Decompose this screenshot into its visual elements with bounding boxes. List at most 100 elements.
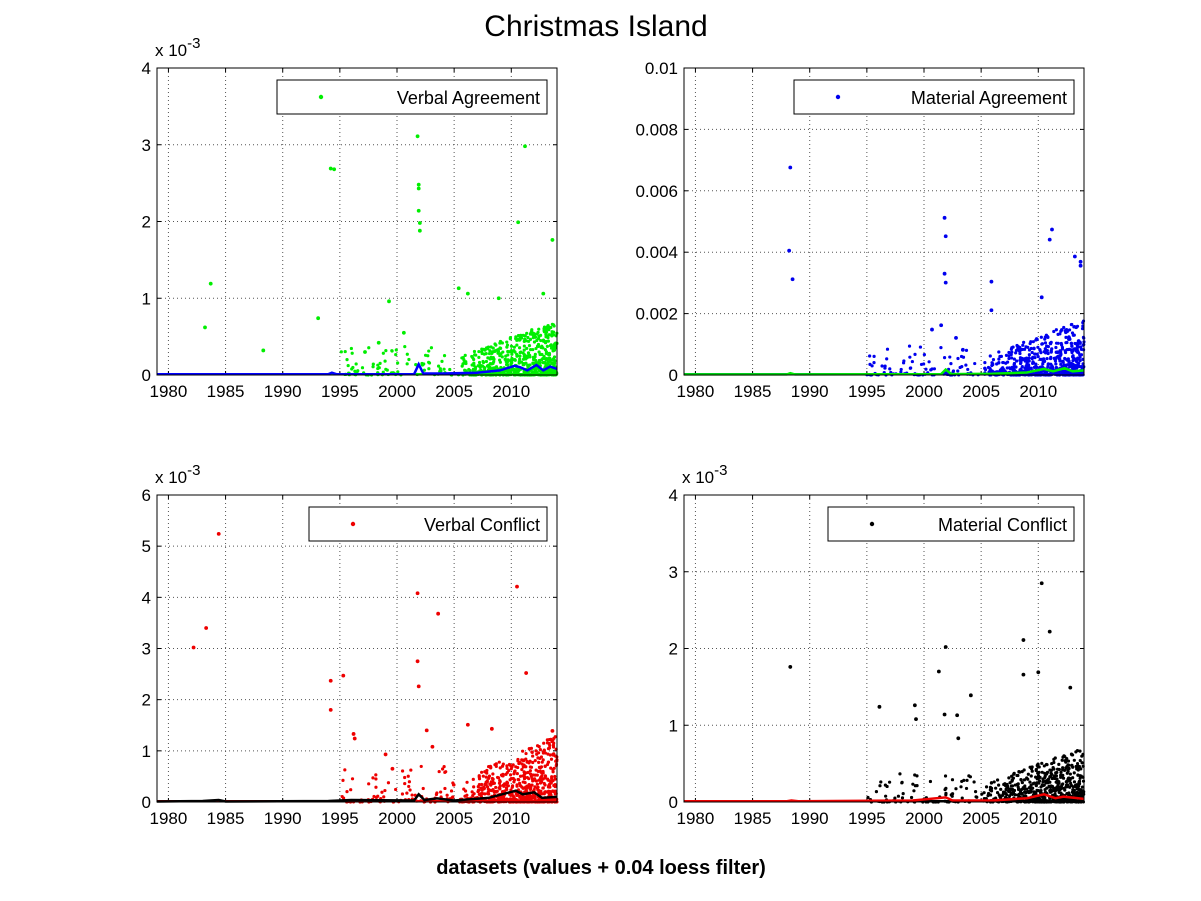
data-point <box>491 772 495 776</box>
data-point <box>1033 352 1037 356</box>
data-point <box>424 728 429 733</box>
data-point <box>509 767 513 771</box>
x-tick-label: 2005 <box>962 809 1000 828</box>
data-point <box>427 349 431 353</box>
data-point <box>914 717 918 722</box>
data-point <box>1030 769 1034 773</box>
data-point <box>1007 776 1011 780</box>
data-point <box>1040 783 1044 787</box>
data-point <box>505 340 509 344</box>
data-point <box>1040 770 1044 774</box>
data-point <box>989 279 994 284</box>
data-point <box>1067 347 1072 352</box>
data-point <box>489 726 494 731</box>
data-point <box>928 779 933 784</box>
data-point <box>416 208 421 213</box>
data-point <box>524 771 528 775</box>
data-point <box>1073 783 1077 788</box>
data-point <box>995 778 1000 782</box>
data-point <box>484 780 488 784</box>
data-point <box>872 354 876 358</box>
data-point <box>547 351 552 356</box>
data-point <box>942 215 947 220</box>
data-point <box>942 271 947 276</box>
legend-marker <box>318 94 324 100</box>
data-point <box>498 779 502 784</box>
data-point <box>484 352 488 356</box>
data-point <box>1040 342 1044 346</box>
data-point <box>476 785 480 789</box>
data-point <box>912 789 916 793</box>
data-point <box>1060 783 1064 787</box>
data-point <box>350 777 355 781</box>
data-point <box>1049 788 1053 792</box>
x-tick-label: 1985 <box>207 809 245 828</box>
data-point <box>1054 341 1059 345</box>
data-point <box>434 792 438 797</box>
data-point <box>956 736 961 741</box>
data-point <box>505 780 509 784</box>
data-point <box>553 359 557 364</box>
data-point <box>1036 765 1040 769</box>
data-point <box>1042 359 1046 363</box>
data-point <box>1009 788 1013 792</box>
data-point <box>384 349 388 353</box>
data-point <box>1001 792 1005 796</box>
y-tick-label: 0.002 <box>635 305 678 324</box>
data-point <box>515 783 519 787</box>
data-point <box>515 772 519 776</box>
x-tick-label: 2010 <box>1019 809 1057 828</box>
data-point <box>482 786 486 790</box>
data-point <box>1026 772 1030 776</box>
data-point <box>509 348 513 353</box>
data-point <box>1067 766 1071 771</box>
data-point <box>918 345 923 349</box>
data-point <box>1035 352 1039 356</box>
data-point <box>1023 787 1027 791</box>
data-point <box>523 337 527 341</box>
data-point <box>1077 339 1081 343</box>
data-point <box>528 795 532 799</box>
data-point <box>989 781 994 785</box>
data-point <box>1054 328 1058 332</box>
data-point <box>495 789 499 793</box>
data-point <box>367 782 371 786</box>
data-point <box>913 784 917 788</box>
data-point <box>1074 358 1078 363</box>
data-point <box>1022 347 1027 351</box>
data-point <box>1005 366 1009 370</box>
data-point <box>532 340 537 344</box>
data-point <box>489 788 494 793</box>
data-point <box>930 327 934 332</box>
data-point <box>551 752 555 756</box>
data-point <box>962 778 966 783</box>
data-point <box>1078 758 1082 763</box>
data-point <box>1001 360 1005 365</box>
data-point <box>788 665 793 669</box>
x-tick-label: 1995 <box>321 382 359 401</box>
data-point <box>526 339 531 343</box>
data-point <box>1022 340 1026 344</box>
data-point <box>460 356 464 360</box>
data-point <box>531 333 535 337</box>
data-point <box>416 182 421 187</box>
data-point <box>910 359 914 364</box>
data-point <box>484 775 488 779</box>
data-point <box>526 363 530 368</box>
data-point <box>532 788 536 792</box>
data-point <box>529 774 533 778</box>
data-point <box>510 352 514 356</box>
data-point <box>437 769 441 774</box>
y-tick-label: 0.004 <box>635 243 678 262</box>
data-point <box>405 352 409 356</box>
data-point <box>988 785 993 789</box>
data-point <box>893 796 897 800</box>
data-point <box>1066 335 1071 340</box>
data-point <box>1054 786 1058 790</box>
data-point <box>1035 777 1039 781</box>
data-point <box>494 762 498 766</box>
data-point <box>509 344 514 348</box>
data-point <box>345 790 349 794</box>
data-point <box>1072 254 1077 259</box>
data-point <box>1045 763 1049 767</box>
